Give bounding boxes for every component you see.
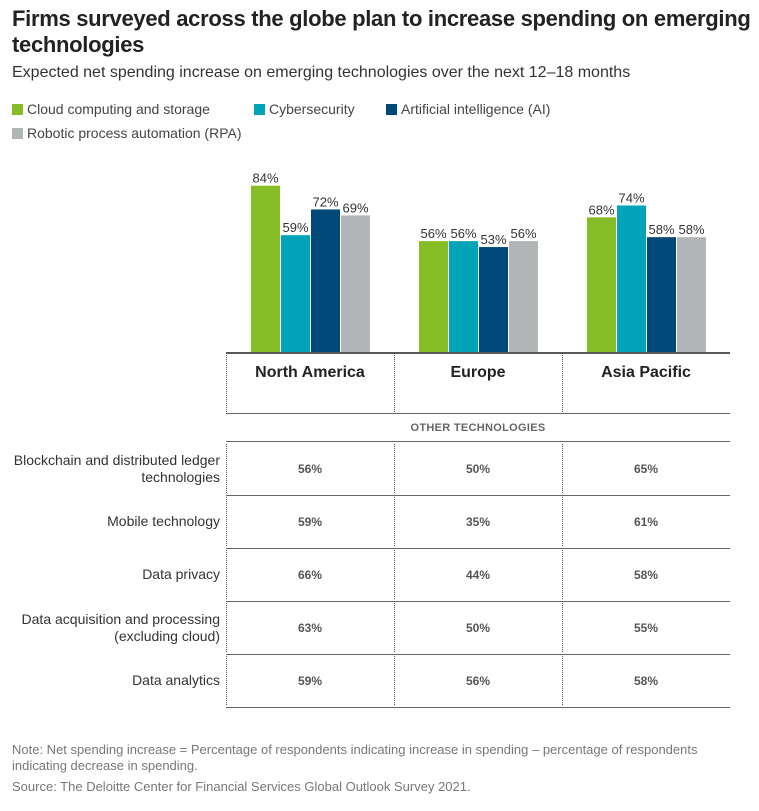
bar-asia-pacific-3 [677, 237, 706, 352]
legend-swatch-cloud [12, 103, 23, 115]
row-label: Data privacy [10, 548, 220, 601]
legend-swatch-ai [386, 103, 397, 115]
bars-group: 84% 59% 72% 69% 56% 56% 53% 56% 68% 74% 58% 58% [251, 171, 706, 352]
bar-europe-1 [449, 241, 478, 352]
table-divider [226, 601, 730, 602]
table-divider [226, 654, 730, 655]
bar-north-america-2 [311, 209, 340, 352]
column-divider [226, 444, 227, 493]
legend-item-cybersecurity: Cybersecurity [254, 101, 355, 117]
table-cell: 58% [633, 673, 659, 688]
table-cell: 63% [297, 620, 323, 635]
bar-north-america-0 [251, 185, 280, 352]
legend-item-ai: Artificial intelligence (AI) [386, 101, 550, 117]
chart-subtitle: Expected net spending increase on emergi… [12, 64, 631, 81]
column-divider [226, 550, 227, 599]
data-label: 59% [282, 220, 308, 235]
bar-asia-pacific-0 [587, 217, 616, 352]
category-label-north-america: North America [255, 364, 365, 381]
table-divider [226, 441, 730, 442]
table-divider [226, 707, 730, 708]
data-label: 68% [588, 202, 614, 217]
bar-europe-3 [509, 241, 538, 352]
data-label: 56% [450, 226, 476, 241]
chart-note: Note: Net spending increase = Percentage… [12, 742, 698, 773]
column-divider [562, 355, 563, 412]
data-label: 84% [252, 171, 278, 186]
data-label: 69% [342, 200, 368, 215]
data-label: 58% [678, 222, 704, 237]
column-divider [394, 603, 395, 652]
table-cell: 50% [465, 620, 491, 635]
row-label: Blockchain and distributed ledger techno… [10, 442, 220, 495]
data-label: 58% [648, 222, 674, 237]
bar-europe-0 [419, 241, 448, 352]
table-divider [226, 548, 730, 549]
legend-label-cloud: Cloud computing and storage [27, 101, 210, 117]
legend-label-rpa: Robotic process automation (RPA) [27, 125, 242, 141]
row-label-text: Data acquisition and processing (excludi… [21, 610, 220, 644]
column-divider [562, 444, 563, 493]
column-divider [394, 355, 395, 412]
table-cell: 65% [633, 461, 659, 476]
table-cell: 61% [633, 514, 659, 529]
column-divider [394, 497, 395, 546]
table-cell: 59% [297, 514, 323, 529]
column-divider [226, 656, 227, 705]
table-cell: 66% [297, 567, 323, 582]
row-label-text: Blockchain and distributed ledger techno… [13, 451, 220, 485]
column-divider [562, 656, 563, 705]
legend-swatch-cybersecurity [254, 103, 265, 115]
column-divider [226, 603, 227, 652]
legend-label-cybersecurity: Cybersecurity [269, 101, 355, 117]
table-cell: 59% [297, 673, 323, 688]
table-divider [226, 413, 730, 414]
table-cell: 58% [633, 567, 659, 582]
chart-title: Firms surveyed across the globe plan to … [12, 6, 751, 57]
data-label: 53% [480, 232, 506, 247]
category-label-europe: Europe [450, 364, 506, 381]
table-cell: 44% [465, 567, 491, 582]
bar-north-america-1 [281, 235, 310, 352]
table-cell: 50% [465, 461, 491, 476]
bar-asia-pacific-2 [647, 237, 676, 352]
table-cell: 56% [465, 673, 491, 688]
chart-source: Source: The Deloitte Center for Financia… [12, 779, 471, 794]
column-divider [394, 550, 395, 599]
bar-asia-pacific-1 [617, 205, 646, 352]
other-technologies-heading: OTHER TECHNOLOGIES [410, 422, 546, 434]
data-label: 56% [510, 226, 536, 241]
column-divider [394, 444, 395, 493]
row-label-text: Mobile technology [107, 513, 220, 529]
column-divider [562, 550, 563, 599]
table-cell: 56% [297, 461, 323, 476]
table-divider [226, 495, 730, 496]
data-label: 74% [618, 190, 644, 205]
bar-north-america-3 [341, 215, 370, 352]
legend-item-rpa: Robotic process automation (RPA) [12, 125, 242, 141]
legend-label-ai: Artificial intelligence (AI) [401, 101, 551, 117]
column-divider [394, 656, 395, 705]
legend-swatch-rpa [12, 127, 23, 139]
data-label: 56% [420, 226, 446, 241]
table-cell: 55% [633, 620, 659, 635]
row-label: Mobile technology [10, 495, 220, 548]
bar-europe-2 [479, 247, 508, 352]
column-divider [226, 497, 227, 546]
row-label-text: Data analytics [132, 672, 220, 688]
column-divider [226, 355, 227, 412]
column-divider [562, 603, 563, 652]
category-label-asia-pacific: Asia Pacific [601, 364, 691, 381]
table-cell: 35% [465, 514, 491, 529]
row-label: Data analytics [10, 654, 220, 707]
column-divider [562, 497, 563, 546]
row-label: Data acquisition and processing (excludi… [10, 601, 220, 654]
data-label: 72% [312, 194, 338, 209]
legend-item-cloud: Cloud computing and storage [12, 101, 210, 117]
row-label-text: Data privacy [142, 566, 220, 582]
